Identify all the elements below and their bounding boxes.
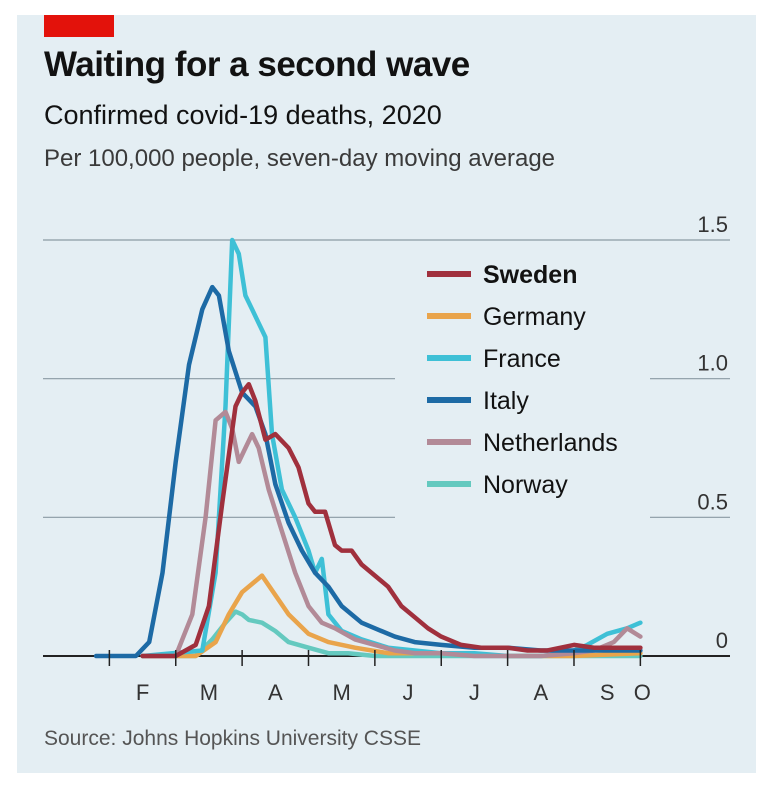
y-tick-label: 0 — [716, 628, 728, 653]
y-tick-label: 1.0 — [697, 351, 728, 376]
brand-tag — [44, 15, 114, 37]
legend-item-sweden: Sweden — [427, 261, 577, 289]
x-tick-label: S — [600, 680, 615, 705]
series-lines — [93, 237, 643, 659]
x-tick-label: A — [533, 680, 548, 705]
legend: Sweden Germany France Italy Netherlands Norwa… — [427, 261, 618, 499]
x-tick-label: F — [136, 680, 149, 705]
y-tick-label: 0.5 — [697, 489, 728, 514]
x-tick-label: J — [469, 680, 480, 705]
source-note: Source: Johns Hopkins University CSSE — [44, 727, 421, 750]
chart-subtitle: Confirmed covid-19 deaths, 2020 — [44, 100, 442, 130]
chart-description: Per 100,000 people, seven-day moving ave… — [44, 145, 556, 172]
x-tick-label: J — [403, 680, 414, 705]
gridlines: 1.5 1.0 0.5 0 — [43, 212, 730, 657]
legend-label: Italy — [483, 387, 529, 415]
legend-item-france: France — [427, 345, 561, 373]
legend-label: France — [483, 345, 561, 373]
legend-label: Netherlands — [483, 429, 618, 457]
legend-item-netherlands: Netherlands — [427, 429, 618, 457]
series-line-sweden — [140, 381, 643, 659]
legend-label: Sweden — [483, 261, 577, 289]
chart-title: Waiting for a second wave — [44, 45, 470, 84]
x-tick-label: A — [268, 680, 283, 705]
legend-item-germany: Germany — [427, 303, 586, 331]
legend-item-norway: Norway — [427, 471, 568, 499]
x-tick-label: M — [333, 680, 351, 705]
y-tick-label: 1.5 — [697, 212, 728, 237]
legend-label: Norway — [483, 471, 568, 499]
series-line-germany — [140, 573, 643, 659]
legend-item-italy: Italy — [427, 387, 529, 415]
x-tick-label: O — [634, 680, 651, 705]
legend-label: Germany — [483, 303, 586, 331]
x-tick-label: M — [200, 680, 218, 705]
series-line-netherlands — [140, 409, 643, 659]
